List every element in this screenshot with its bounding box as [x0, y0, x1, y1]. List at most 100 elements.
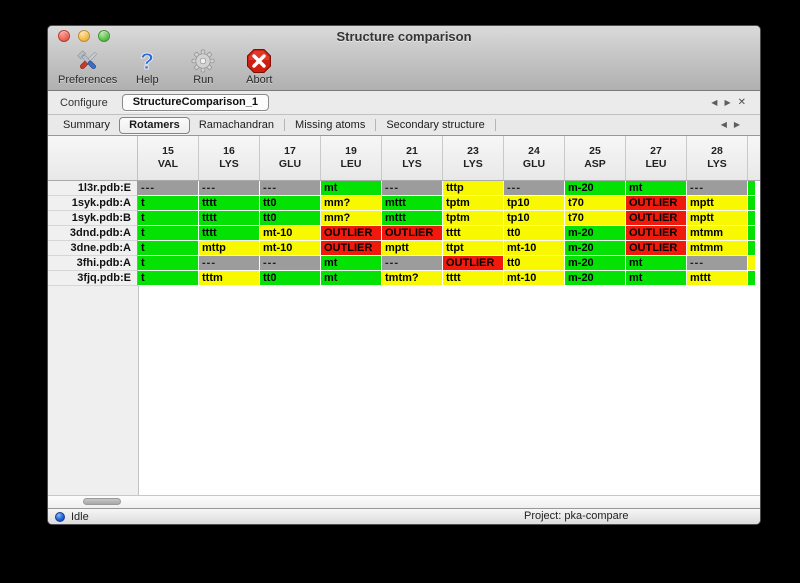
tabs-prev-icon[interactable]: ◀ — [720, 120, 727, 129]
rotamer-cell[interactable]: --- — [260, 256, 321, 271]
zoom-window-button[interactable] — [98, 30, 110, 42]
configure-close-icon[interactable]: ✕ — [737, 96, 746, 108]
rotamer-cell[interactable]: t — [138, 256, 199, 271]
rotamer-cell[interactable]: mt — [626, 256, 687, 271]
rotamer-cell[interactable]: m-20 — [565, 226, 626, 241]
rotamer-cell[interactable]: tttt — [443, 226, 504, 241]
rotamer-cell[interactable]: mt-10 — [260, 226, 321, 241]
configure-tab-structurecomparison-1[interactable]: StructureComparison_1 — [121, 94, 270, 111]
row-header[interactable]: 1syk.pdb:A — [48, 196, 138, 211]
row-header[interactable]: 3dne.pdb:A — [48, 241, 138, 256]
rotamer-cell[interactable]: tp10 — [504, 196, 565, 211]
tab-missing-atoms[interactable]: Missing atoms — [295, 118, 366, 131]
rotamer-cell[interactable]: OUTLIER — [443, 256, 504, 271]
rotamer-cell[interactable]: OUTLIER — [626, 211, 687, 226]
column-header-15[interactable]: 15 VAL — [138, 136, 199, 180]
horizontal-scrollbar[interactable] — [48, 495, 760, 508]
rotamer-cell[interactable]: tttp — [443, 181, 504, 196]
rotamer-cell[interactable]: --- — [504, 181, 565, 196]
column-header-27[interactable]: 27 LEU — [626, 136, 687, 180]
column-header-16[interactable]: 16 LYS — [199, 136, 260, 180]
rotamer-cell[interactable]: tttt — [199, 211, 260, 226]
rotamer-cell[interactable]: m-20 — [565, 181, 626, 196]
rotamer-cell[interactable]: --- — [260, 181, 321, 196]
rotamer-cell[interactable]: tmtm? — [382, 271, 443, 286]
rotamer-cell[interactable]: mt — [626, 271, 687, 286]
rotamer-cell[interactable]: --- — [687, 256, 748, 271]
rotamer-cell[interactable]: m-20 — [565, 256, 626, 271]
column-header-25[interactable]: 25 ASP — [565, 136, 626, 180]
tabs-next-icon[interactable]: ▶ — [733, 120, 740, 129]
rotamer-cell[interactable]: t — [138, 271, 199, 286]
column-header-28[interactable]: 28 LYS — [687, 136, 748, 180]
tab-summary[interactable]: Summary — [63, 118, 111, 131]
rotamer-cell[interactable]: OUTLIER — [382, 226, 443, 241]
rotamer-cell[interactable]: tttt — [199, 226, 260, 241]
rotamer-cell[interactable]: mm? — [321, 196, 382, 211]
preferences-button[interactable]: Preferences — [58, 48, 117, 86]
rotamer-cell[interactable]: m-20 — [565, 271, 626, 286]
rotamer-cell[interactable]: tt0 — [260, 271, 321, 286]
configure-prev-icon[interactable]: ◀ — [711, 97, 718, 107]
row-header[interactable]: 3fjq.pdb:E — [48, 271, 138, 286]
title-bar[interactable]: Structure comparison — [48, 26, 760, 46]
rotamer-cell[interactable]: tt0 — [260, 196, 321, 211]
rotamer-cell[interactable]: mtmm — [687, 226, 748, 241]
rotamer-cell[interactable]: --- — [382, 181, 443, 196]
rotamer-cell[interactable]: tttt — [199, 196, 260, 211]
rotamer-cell[interactable]: mt-10 — [504, 271, 565, 286]
column-header-17[interactable]: 17 GLU — [260, 136, 321, 180]
column-header-23[interactable]: 23 LYS — [443, 136, 504, 180]
tab-rotamers[interactable]: Rotamers — [119, 116, 190, 134]
rotamer-cell[interactable]: OUTLIER — [626, 241, 687, 256]
rotamer-cell[interactable]: --- — [199, 256, 260, 271]
rotamer-cell[interactable]: mt — [321, 256, 382, 271]
horizontal-scrollbar-thumb[interactable] — [83, 498, 121, 505]
rotamer-cell[interactable]: --- — [687, 181, 748, 196]
rotamer-cell[interactable]: t — [138, 196, 199, 211]
rotamer-cell[interactable]: mm? — [321, 211, 382, 226]
rotamer-cell[interactable]: m-20 — [565, 241, 626, 256]
rotamer-cell[interactable]: t70 — [565, 211, 626, 226]
column-header-24[interactable]: 24 GLU — [504, 136, 565, 180]
rotamer-cell[interactable]: mptt — [382, 241, 443, 256]
row-header[interactable]: 1l3r.pdb:E — [48, 181, 138, 196]
tab-ramachandran[interactable]: Ramachandran — [198, 118, 275, 131]
rotamer-cell[interactable]: tptm — [443, 211, 504, 226]
rotamer-cell[interactable]: ttpt — [443, 241, 504, 256]
rotamer-cell[interactable]: mtmm — [687, 241, 748, 256]
run-button[interactable]: Run — [177, 48, 229, 86]
rotamer-cell[interactable]: mt — [626, 181, 687, 196]
rotamer-cell[interactable]: tp10 — [504, 211, 565, 226]
rotamer-cell[interactable]: tt0 — [260, 211, 321, 226]
rotamer-cell[interactable]: tt0 — [504, 226, 565, 241]
rotamer-cell[interactable]: tttt — [443, 271, 504, 286]
minimize-window-button[interactable] — [78, 30, 90, 42]
help-button[interactable]: ? Help — [121, 48, 173, 86]
rotamer-cell[interactable]: tttm — [199, 271, 260, 286]
tab-secondary-structure[interactable]: Secondary structure — [386, 118, 485, 131]
rotamer-cell[interactable]: mt-10 — [260, 241, 321, 256]
rotamer-cell[interactable]: tt0 — [504, 256, 565, 271]
rotamer-cell[interactable]: OUTLIER — [321, 226, 382, 241]
rotamer-cell[interactable]: mptt — [687, 196, 748, 211]
rotamer-cell[interactable]: tptm — [443, 196, 504, 211]
rotamer-cell[interactable]: t — [138, 226, 199, 241]
configure-next-icon[interactable]: ▶ — [724, 97, 731, 107]
column-header-21[interactable]: 21 LYS — [382, 136, 443, 180]
row-header[interactable]: 3fhi.pdb:A — [48, 256, 138, 271]
rotamer-cell[interactable]: mttt — [382, 211, 443, 226]
rotamer-cell[interactable]: --- — [199, 181, 260, 196]
abort-button[interactable]: Abort — [233, 48, 285, 86]
rotamer-cell[interactable]: --- — [382, 256, 443, 271]
column-header-19[interactable]: 19 LEU — [321, 136, 382, 180]
rotamer-cell[interactable]: OUTLIER — [321, 241, 382, 256]
rotamer-cell[interactable]: --- — [138, 181, 199, 196]
close-window-button[interactable] — [58, 30, 70, 42]
rotamer-cell[interactable]: t — [138, 241, 199, 256]
rotamer-cell[interactable]: mptt — [687, 211, 748, 226]
row-header[interactable]: 1syk.pdb:B — [48, 211, 138, 226]
rotamer-cell[interactable]: t70 — [565, 196, 626, 211]
rotamer-cell[interactable]: mt — [321, 181, 382, 196]
rotamer-cell[interactable]: mttt — [382, 196, 443, 211]
